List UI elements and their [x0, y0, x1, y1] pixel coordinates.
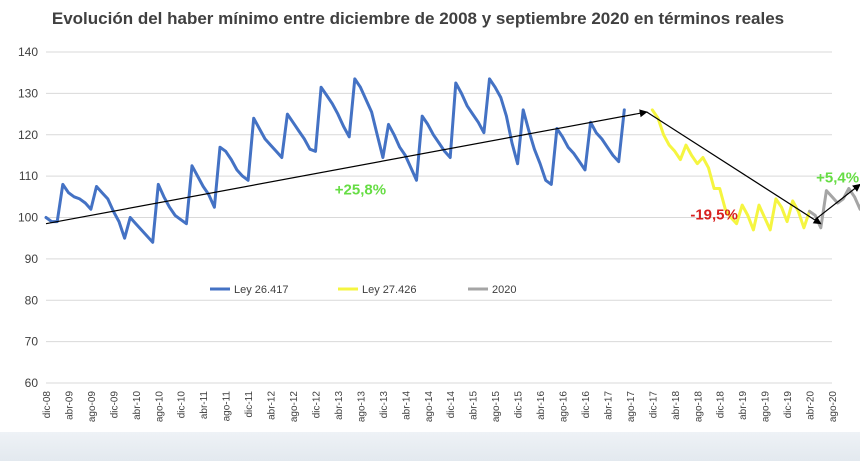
annotation-label: +25,8%	[335, 182, 386, 199]
x-tick-label: abr-13	[334, 391, 345, 420]
x-tick-label: abr-16	[536, 391, 547, 420]
x-tick-label: ago-09	[87, 391, 98, 423]
x-tick-label: abr-15	[469, 391, 480, 420]
chart-title: Evolución del haber mínimo entre diciemb…	[52, 9, 784, 28]
y-tick-label: 70	[25, 335, 39, 349]
x-tick-label: abr-20	[806, 391, 817, 420]
trend-arrows	[45, 109, 860, 225]
x-tick-label: ago-12	[289, 391, 300, 423]
x-tick-label: dic-14	[446, 391, 457, 419]
x-tick-label: ago-19	[761, 391, 772, 423]
x-tick-label: ago-13	[356, 391, 367, 423]
y-tick-label: 110	[19, 169, 38, 183]
x-tick-label: dic-12	[311, 391, 322, 419]
legend: Ley 26.417 Ley 27.426 2020	[210, 284, 516, 296]
y-tick-label: 80	[25, 293, 39, 307]
trend-arrow	[45, 109, 648, 225]
x-tick-label: abr-17	[603, 391, 614, 420]
x-tick-label: dic-09	[109, 391, 120, 419]
x-tick-label: abr-12	[267, 391, 278, 420]
x-tick-label: abr-19	[738, 391, 749, 420]
x-tick-label: ago-17	[626, 391, 637, 423]
legend-label: Ley 26.417	[234, 284, 288, 296]
annotations: +25,8% -19,5% +5,4%	[335, 169, 859, 223]
x-tick-label: dic-13	[379, 391, 390, 419]
x-tick-label: abr-09	[64, 391, 75, 420]
legend-label: 2020	[492, 284, 516, 296]
annotation-label: -19,5%	[690, 207, 738, 224]
y-tick-label: 60	[25, 376, 39, 390]
x-tick-label: abr-11	[199, 391, 210, 420]
footer-band	[0, 432, 860, 461]
annotation-label: +5,4%	[816, 169, 859, 186]
x-tick-label: ago-20	[828, 391, 839, 423]
x-tick-label: ago-16	[559, 391, 570, 423]
x-tick-label: dic-16	[581, 391, 592, 419]
trend-arrow	[646, 111, 822, 225]
x-tick-label: ago-14	[424, 391, 435, 423]
series-line-2	[650, 108, 811, 232]
x-tick-label: ago-15	[491, 391, 502, 423]
x-tick-label: abr-18	[671, 391, 682, 420]
x-tick-label: ago-11	[222, 391, 233, 422]
x-tick-label: ago-10	[154, 391, 165, 423]
x-tick-label: dic-11	[244, 391, 255, 418]
x-tick-label: dic-19	[783, 391, 794, 419]
trend-arrow	[814, 183, 860, 221]
x-tick-label: dic-08	[42, 391, 53, 419]
x-axis: dic-08 abr-09 ago-09 dic-09 abr-10 ago-10 dic-…	[42, 391, 839, 423]
x-tick-label: ago-18	[693, 391, 704, 423]
x-tick-label: dic-17	[648, 391, 659, 419]
series-line-1	[44, 77, 626, 244]
y-tick-label: 90	[25, 252, 39, 266]
x-tick-label: abr-14	[401, 391, 412, 420]
x-tick-label: dic-18	[716, 391, 727, 419]
y-tick-label: 100	[18, 211, 38, 225]
x-tick-label: dic-10	[177, 391, 188, 419]
x-tick-label: abr-10	[132, 391, 143, 420]
legend-label: Ley 27.426	[362, 284, 416, 296]
y-tick-label: 120	[18, 128, 38, 142]
x-tick-label: dic-15	[514, 391, 525, 419]
y-axis: 60 70 80 90 100 110 120 130 140	[18, 45, 38, 390]
y-tick-label: 130	[18, 86, 38, 100]
y-tick-label: 140	[18, 45, 38, 59]
